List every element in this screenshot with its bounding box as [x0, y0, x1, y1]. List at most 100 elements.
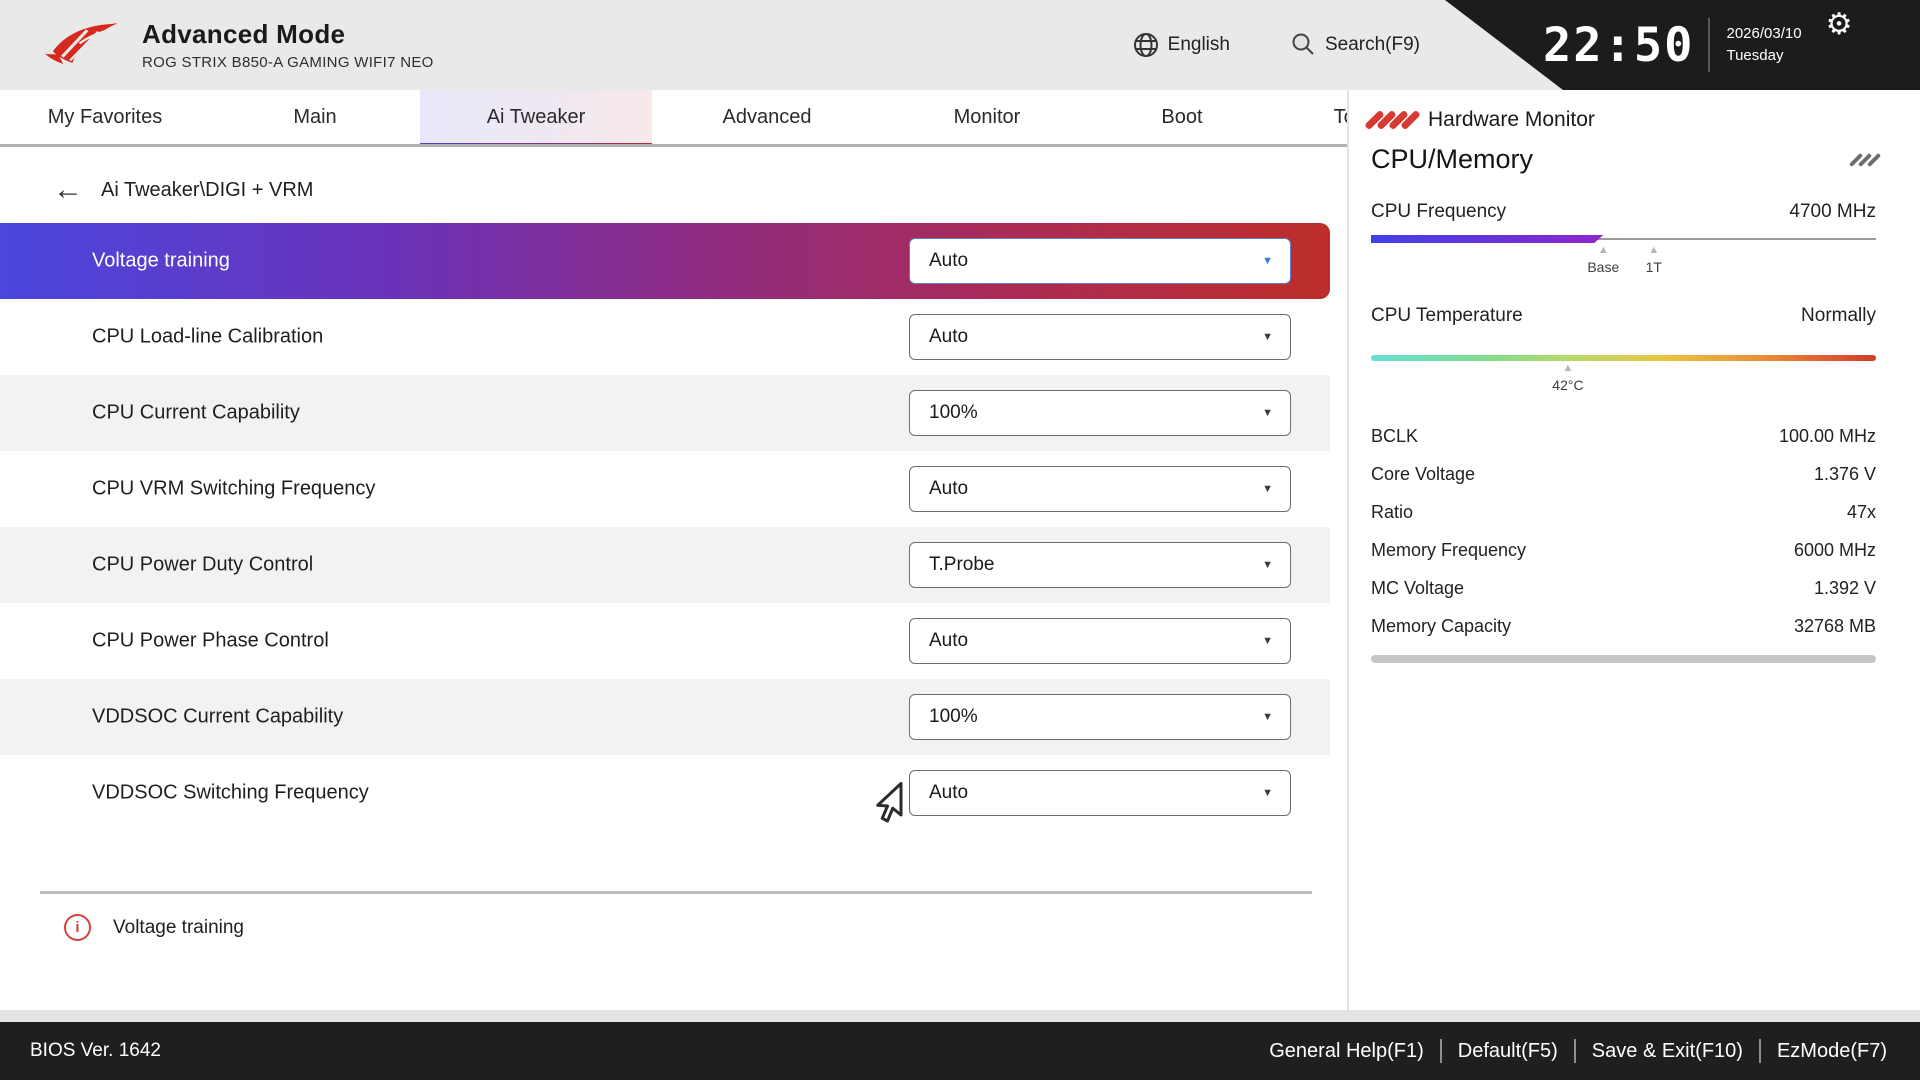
dropdown-value: Auto	[929, 478, 969, 499]
cpu-frequency-track	[1371, 238, 1876, 240]
cpu-power-phase-control-dropdown[interactable]: Auto ▼	[909, 618, 1291, 664]
cpu-temperature-markers: ▲ 42°C	[1371, 361, 1876, 401]
language-button[interactable]: English	[1133, 32, 1230, 58]
voltage-training-dropdown[interactable]: Auto ▼	[909, 238, 1291, 284]
settings-content: ← Ai Tweaker\DIGI + VRM Voltage training…	[0, 147, 1347, 1010]
cpu-load-line-calibration-dropdown[interactable]: Auto ▼	[909, 314, 1291, 360]
hw-stat-row-memory-capacity: Memory Capacity 32768 MB	[1371, 607, 1876, 645]
chevron-down-icon: ▼	[1262, 483, 1273, 495]
stat-value: 6000 MHz	[1793, 539, 1876, 560]
base-marker: ▲ Base	[1587, 244, 1619, 276]
cpu-vrm-switching-frequency-dropdown[interactable]: Auto ▼	[909, 466, 1291, 512]
general-help-button[interactable]: General Help(F1)	[1269, 1039, 1424, 1062]
tab-my-favorites[interactable]: My Favorites	[47, 105, 163, 128]
default-button[interactable]: Default(F5)	[1441, 1040, 1575, 1063]
setting-row-cpu-power-phase-control[interactable]: CPU Power Phase Control Auto ▼	[0, 603, 1330, 679]
marker-triangle-icon: ▲	[1597, 244, 1609, 256]
stat-value: 100.00 MHz	[1778, 425, 1876, 446]
clock-panel: 22:50 2026/03/10 Tuesday ⚙	[1445, 0, 1920, 90]
setting-row-cpu-vrm-switching-frequency[interactable]: CPU VRM Switching Frequency Auto ▼	[0, 451, 1330, 527]
cpu-frequency-fill	[1371, 235, 1603, 243]
header: Advanced Mode ROG STRIX B850-A GAMING WI…	[0, 0, 1920, 90]
tab-tool[interactable]: Tool	[1333, 105, 1347, 128]
vddsoc-switching-frequency-dropdown[interactable]: Auto ▼	[909, 770, 1291, 816]
search-button[interactable]: Search(F9)	[1290, 32, 1420, 58]
temperature-marker: ▲ 42°C	[1552, 362, 1584, 394]
setting-label: CPU VRM Switching Frequency	[92, 477, 376, 500]
body: My Favorites Main Ai Tweaker Advanced Mo…	[0, 90, 1920, 1010]
cpu-temperature-status: Normally	[1801, 305, 1876, 326]
page-title: Advanced Mode	[142, 19, 346, 49]
cpu-frequency-markers: ▲ Base ▲ 1T	[1371, 243, 1876, 283]
rog-slashes-icon	[1364, 109, 1421, 131]
stat-label: Memory Frequency	[1371, 539, 1527, 560]
tab-monitor[interactable]: Monitor	[953, 105, 1021, 128]
date-value: 2026/03/10	[1726, 25, 1802, 43]
cpu-memory-section-header: CPU/Memory	[1371, 144, 1882, 175]
gear-icon[interactable]: ⚙	[1825, 8, 1853, 41]
setting-row-cpu-load-line-calibration[interactable]: CPU Load-line Calibration Auto ▼	[0, 299, 1330, 375]
main-column: My Favorites Main Ai Tweaker Advanced Mo…	[0, 90, 1347, 1010]
help-row: i Voltage training	[64, 914, 1347, 941]
clock-time: 22:50	[1543, 17, 1695, 73]
cpu-frequency-bar	[1371, 235, 1876, 243]
cpu-frequency-head: CPU Frequency 4700 MHz	[1371, 201, 1876, 223]
globe-icon	[1133, 33, 1158, 57]
cpu-current-capability-dropdown[interactable]: 100% ▼	[909, 390, 1291, 436]
stat-label: Core Voltage	[1371, 463, 1476, 484]
setting-label: Voltage training	[92, 249, 230, 272]
cpu-temperature-bar	[1371, 355, 1876, 361]
rog-logo	[45, 23, 118, 64]
setting-row-cpu-current-capability[interactable]: CPU Current Capability 100% ▼	[0, 375, 1330, 451]
hw-stat-row-mc-voltage: MC Voltage 1.392 V	[1371, 569, 1876, 607]
save-exit-button[interactable]: Save & Exit(F10)	[1575, 1040, 1760, 1063]
vddsoc-current-capability-dropdown[interactable]: 100% ▼	[909, 694, 1291, 740]
breadcrumb-path: Ai Tweaker\DIGI + VRM	[101, 178, 314, 201]
help-divider	[40, 891, 1312, 894]
back-arrow-icon[interactable]: ←	[53, 173, 83, 206]
marker-triangle-icon: ▲	[1562, 362, 1574, 374]
marker-label: 42°C	[1552, 377, 1584, 393]
tab-ai-tweaker[interactable]: Ai Tweaker	[420, 90, 652, 144]
stat-label: Ratio	[1371, 501, 1414, 522]
setting-row-cpu-power-duty-control[interactable]: CPU Power Duty Control T.Probe ▼	[0, 527, 1330, 603]
dropdown-value: Auto	[929, 250, 969, 271]
setting-row-voltage-training[interactable]: Voltage training Auto ▼	[0, 223, 1330, 299]
dropdown-value: T.Probe	[929, 554, 995, 575]
setting-row-vddsoc-switching-frequency[interactable]: VDDSOC Switching Frequency Auto ▼	[0, 755, 1330, 831]
clock-divider	[1708, 18, 1711, 72]
hw-stat-row-memory-frequency: Memory Frequency 6000 MHz	[1371, 531, 1876, 569]
panel-scrollbar[interactable]	[1371, 655, 1876, 663]
setting-row-vddsoc-current-capability[interactable]: VDDSOC Current Capability 100% ▼	[0, 679, 1330, 755]
cpu-frequency-value: 4700 MHz	[1789, 201, 1876, 222]
chevron-down-icon: ▼	[1262, 711, 1273, 723]
setting-label: CPU Power Duty Control	[92, 553, 314, 576]
stat-label: Memory Capacity	[1371, 615, 1512, 636]
cpu-temperature-gauge: CPU Temperature Normally ▲ 42°C	[1371, 305, 1876, 401]
cpu-frequency-gauge: CPU Frequency 4700 MHz ▲ Base ▲ 1T	[1371, 201, 1876, 283]
stat-value: 32768 MB	[1793, 615, 1876, 636]
ezmode-button[interactable]: EzMode(F7)	[1760, 1040, 1904, 1063]
footer-strip	[0, 1010, 1920, 1022]
search-icon	[1292, 33, 1314, 55]
hw-stat-row-ratio: Ratio 47x	[1371, 493, 1876, 531]
chevron-down-icon: ▼	[1262, 255, 1273, 267]
stat-label: MC Voltage	[1371, 577, 1465, 598]
clock-date: 2026/03/10 Tuesday	[1726, 23, 1801, 67]
chevron-down-icon: ▼	[1262, 407, 1273, 419]
breadcrumb: ← Ai Tweaker\DIGI + VRM	[53, 175, 1347, 205]
hardware-monitor-panel: Hardware Monitor CPU/Memory CPU Frequenc…	[1347, 90, 1920, 1010]
one-t-marker: ▲ 1T	[1646, 245, 1662, 276]
tab-advanced[interactable]: Advanced	[722, 105, 812, 128]
tab-boot[interactable]: Boot	[1161, 105, 1203, 128]
chevron-down-icon: ▼	[1262, 559, 1273, 571]
tab-main[interactable]: Main	[293, 105, 337, 128]
stat-value: 1.376 V	[1813, 463, 1876, 484]
collapse-slashes-icon[interactable]	[1848, 152, 1882, 168]
chevron-down-icon: ▼	[1262, 331, 1273, 343]
setting-label: VDDSOC Switching Frequency	[92, 781, 369, 804]
hardware-monitor-title: Hardware Monitor	[1428, 108, 1595, 131]
chevron-down-icon: ▼	[1262, 787, 1273, 799]
cpu-power-duty-control-dropdown[interactable]: T.Probe ▼	[909, 542, 1291, 588]
